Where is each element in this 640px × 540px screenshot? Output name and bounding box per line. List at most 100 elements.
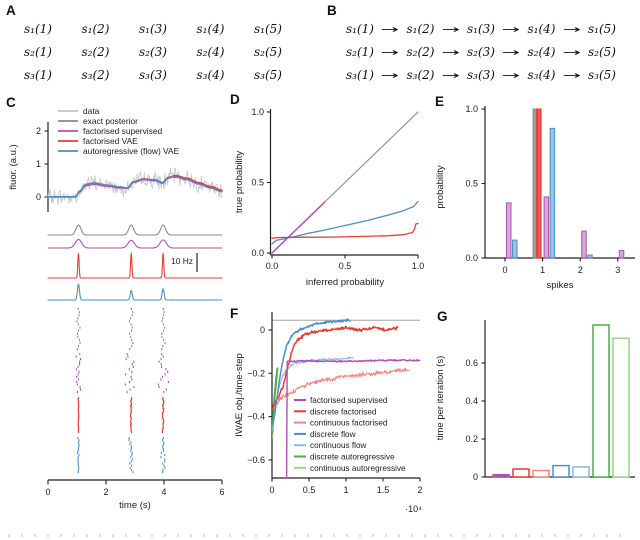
panel-a-state-grid: s₁(1) s₁(2) s₁(3) s₁(4) s₁(5) s₂(1) s₂(2) s₂(3)…: [24, 22, 282, 82]
panel-label-c: C: [6, 95, 16, 110]
legend-label: continuous factorised: [310, 419, 388, 428]
x-tick-label: 1.5: [377, 485, 390, 495]
rate-trace: [47, 238, 223, 249]
bar-blue: [587, 254, 593, 259]
state-cell: s₃(4): [527, 68, 556, 82]
y-tick-label: −0.4: [247, 412, 265, 422]
series-green: [271, 367, 279, 432]
transition-arrow-icon: →: [381, 68, 400, 82]
state-cell: s₃(1): [24, 68, 52, 82]
bar-blue: [549, 127, 556, 259]
y-tick-label: 1: [36, 159, 41, 169]
legend-label: exact posterior: [83, 116, 138, 126]
series-data: [47, 167, 223, 206]
x-tick-label: 6: [219, 487, 224, 497]
state-cell: s₃(1): [346, 68, 374, 82]
legend-label: discrete flow: [310, 430, 356, 439]
panel-d-calibration-plot: 0.0 0.5 1.0 0.0 0.5 1.0 inferred probability tr…: [234, 107, 424, 288]
x-tick-label: 0.5: [303, 485, 316, 495]
bar-red: [536, 108, 542, 259]
state-row: s₂(1) → s₂(2) → s₂(3) → s₂(4) → s₂(5): [346, 45, 616, 59]
rate-trace: [47, 252, 223, 279]
x-tick-label: 1: [343, 485, 348, 495]
y-axis-label: probability: [435, 165, 446, 209]
transition-arrow-icon: →: [502, 45, 521, 59]
bar-light_blue: [572, 466, 590, 478]
legend-label: discrete factorised: [310, 407, 377, 416]
panel-label-g: G: [437, 309, 448, 324]
series-autoregressive-vae: [47, 175, 223, 198]
bar-blue: [512, 239, 518, 259]
series-blue: [271, 200, 419, 245]
y-axis-label: fluor. (a.u.): [8, 144, 19, 189]
x-tick-label: 0.0: [266, 261, 279, 271]
y-tick-label: 0.0: [251, 248, 264, 258]
panel-label-e: E: [435, 94, 445, 109]
x-tick-label: 0: [45, 487, 50, 497]
state-row: s₁(1) → s₁(2) → s₁(3) → s₁(4) → s₁(5): [346, 22, 616, 36]
transition-arrow-icon: →: [562, 45, 581, 59]
bar-green: [592, 324, 610, 478]
legend-label: factorised supervised: [310, 396, 388, 405]
x-axis-label: time (s): [119, 500, 151, 511]
bar-purple: [492, 473, 510, 478]
legend-label: continuous flow: [310, 441, 367, 450]
legend-label: factorised VAE: [83, 136, 138, 146]
state-cell: s₃(5): [588, 68, 616, 82]
state-cell: s₁(5): [254, 22, 282, 36]
state-cell: s₁(1): [346, 22, 374, 36]
y-tick-label: 1.0: [465, 104, 478, 114]
transition-arrow-icon: →: [441, 45, 460, 59]
x-tick-label: 1: [540, 265, 545, 275]
x-tick-label: 4: [161, 487, 166, 497]
y-tick-label: 1.0: [251, 107, 264, 117]
series-light_red: [272, 367, 410, 410]
state-cell: s₂(2): [406, 45, 435, 59]
panel-g-runtime-bars: 0 0.2 0.4 0.6 time per iteration (s): [435, 320, 635, 482]
series-purple: [271, 201, 326, 254]
state-cell: s₃(5): [254, 68, 282, 82]
state-cell: s₂(3): [467, 45, 495, 59]
state-cell: s₃(2): [406, 68, 435, 82]
transition-arrow-icon: →: [562, 22, 581, 36]
legend-label: factorised supervised: [83, 126, 162, 136]
x-tick-label: 0: [269, 485, 274, 495]
state-cell: s₃(2): [81, 68, 110, 82]
y-tick-label: 0: [260, 325, 265, 335]
x-axis-label: spikes: [547, 280, 574, 291]
transition-arrow-icon: →: [381, 45, 400, 59]
state-cell: s₂(5): [254, 45, 282, 59]
bar-red: [512, 468, 530, 478]
panel-label-a: A: [6, 3, 16, 18]
bar-purple: [581, 230, 587, 259]
rate-trace: [47, 283, 223, 301]
x-tick-label: 2: [417, 485, 422, 495]
y-tick-label: 0.5: [465, 179, 478, 189]
state-row: s₃(1) → s₃(2) → s₃(3) → s₃(4) → s₃(5): [346, 68, 616, 82]
y-tick-label: 0: [473, 472, 478, 482]
panel-e-spike-histogram: 0.0 0.5 1.0 0 1 2 3 spikes probability: [435, 104, 635, 291]
state-cell: s₁(2): [81, 22, 110, 36]
bar-purple: [618, 250, 625, 259]
y-tick-label: 0.5: [251, 178, 264, 188]
transition-arrow-icon: →: [502, 22, 521, 36]
y-tick-label: 0.2: [465, 434, 478, 444]
transition-arrow-icon: →: [441, 22, 460, 36]
state-cell: s₁(5): [588, 22, 616, 36]
series-red: [271, 222, 419, 239]
panel-label-d: D: [230, 92, 240, 107]
legend-label: discrete autoregressive: [310, 453, 395, 462]
series-purple: [285, 359, 421, 479]
bar-light_red: [532, 469, 550, 478]
y-axis-label: true probability: [234, 151, 245, 214]
x-scale-label: ·10⁴: [405, 504, 422, 514]
y-axis-label: time per iteration (s): [435, 356, 446, 440]
transition-arrow-icon: →: [562, 68, 581, 82]
scalebar-label: 10 Hz: [171, 256, 193, 266]
state-cell: s₁(2): [406, 22, 435, 36]
x-tick-label: 0: [502, 265, 507, 275]
x-tick-label: 0.5: [339, 261, 352, 271]
y-tick-label: −0.2: [247, 368, 265, 378]
state-cell: s₁(3): [139, 22, 167, 36]
